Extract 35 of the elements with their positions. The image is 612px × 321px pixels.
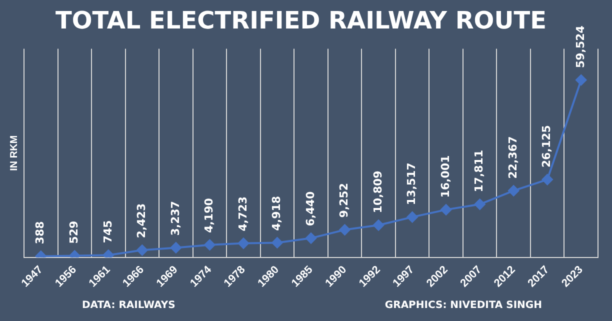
data-label: 745 (101, 220, 114, 244)
point (474, 198, 486, 210)
data-label: 17,811 (472, 150, 486, 192)
point (508, 185, 520, 196)
text: GRAPHICS: NIVEDITA SINGH (384, 300, 542, 311)
point (339, 224, 350, 236)
point (238, 238, 249, 249)
data-label: 388 (34, 221, 47, 244)
point (576, 74, 587, 86)
text: DATA: RAILWAYS (82, 300, 176, 311)
data-label: 10,809 (371, 170, 384, 214)
data-label: 4,190 (202, 198, 216, 233)
point (373, 220, 384, 231)
data-label: 13,517 (405, 162, 418, 206)
data-label: 4,723 (236, 196, 250, 232)
data-label: 6,440 (304, 191, 317, 226)
data-label: 16,001 (438, 155, 452, 198)
y-axis-title: IN RKM (8, 135, 20, 171)
data-label: 26,125 (540, 125, 554, 168)
point (406, 212, 418, 223)
data-label: 3,237 (168, 200, 182, 236)
data-label: 529 (68, 220, 81, 244)
point (170, 242, 182, 254)
data-label: 2,423 (135, 203, 148, 238)
data-label: 4,918 (270, 196, 284, 231)
chart-title: TOTAL ELECTRIFIED RAILWAY ROUTE (56, 6, 546, 35)
data-label: 59,524 (574, 25, 587, 68)
point (440, 204, 452, 216)
data-label: 9,252 (338, 183, 351, 218)
data-label: 22,367 (506, 136, 520, 179)
point (204, 239, 216, 250)
point (136, 244, 148, 256)
point (306, 232, 316, 244)
point (272, 237, 283, 248)
point (542, 174, 553, 186)
